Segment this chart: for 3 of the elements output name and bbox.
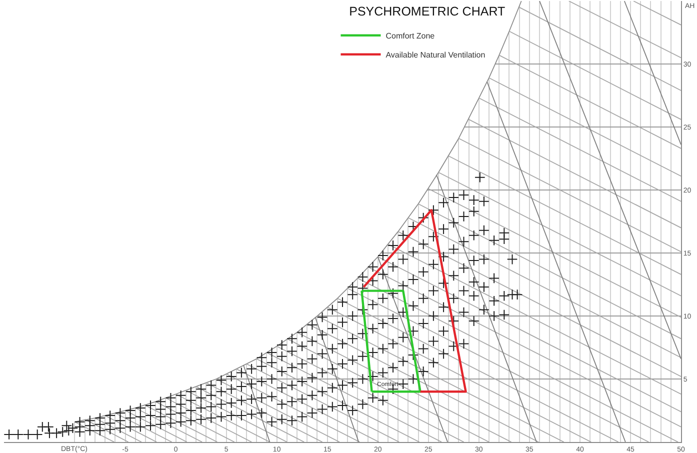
legend-label: Available Natural Ventilation <box>386 50 486 60</box>
legend-label: Comfort Zone <box>386 31 436 40</box>
chart-title: PSYCHROMETRIC CHART <box>349 4 506 19</box>
